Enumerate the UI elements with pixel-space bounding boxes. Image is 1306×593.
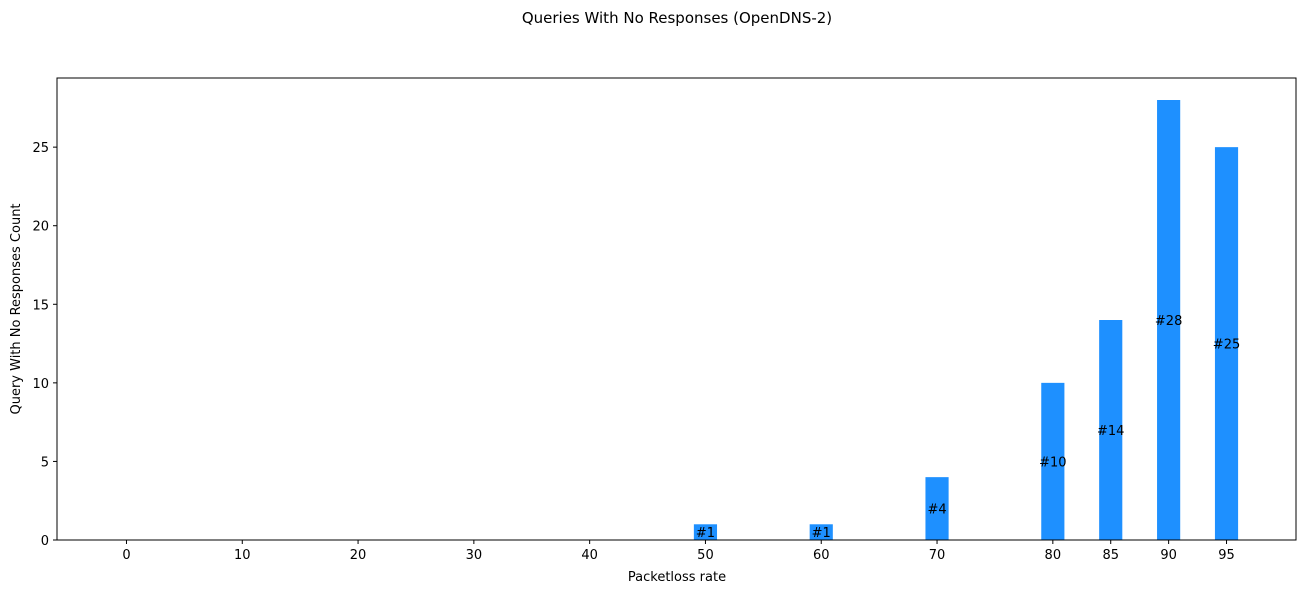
x-tick-label: 40 <box>581 548 598 563</box>
bar <box>925 477 949 540</box>
x-tick-label: 85 <box>1102 548 1119 563</box>
x-axis-ticks: 0 10 20 30 40 50 60 70 80 85 90 95 <box>122 540 1235 563</box>
bars-layer <box>693 100 1239 540</box>
y-axis-label: Query With No Responses Count <box>9 203 24 414</box>
x-axis-label: Packetloss rate <box>628 570 726 585</box>
bar-data-label: #4 <box>927 503 946 518</box>
bar <box>693 524 718 540</box>
bar-data-label: #28 <box>1155 314 1182 329</box>
y-tick-label: 20 <box>32 220 49 235</box>
x-tick-label: 70 <box>929 548 946 563</box>
y-tick-label: 15 <box>32 298 49 313</box>
x-tick-label: 30 <box>466 548 483 563</box>
bar <box>1041 382 1065 540</box>
x-tick-label: 10 <box>234 548 251 563</box>
bar <box>809 524 833 540</box>
y-tick-label: 5 <box>41 455 49 470</box>
bar <box>1099 320 1123 540</box>
bar-data-label: #1 <box>812 526 831 541</box>
bar <box>1157 100 1181 540</box>
bar-data-label: #10 <box>1039 455 1066 470</box>
bar-labels-layer: #1 #1 #4 #10 #14 #28 #25 <box>696 314 1240 541</box>
x-tick-label: 20 <box>350 548 367 563</box>
bar <box>1214 147 1239 540</box>
x-tick-label: 80 <box>1045 548 1062 563</box>
x-tick-label: 95 <box>1218 548 1235 563</box>
y-tick-label: 0 <box>41 534 49 549</box>
x-tick-label: 0 <box>122 548 130 563</box>
plot-area-frame <box>56 77 1297 541</box>
x-tick-label: 90 <box>1160 548 1177 563</box>
x-tick-label: 50 <box>697 548 714 563</box>
x-tick-label: 60 <box>813 548 830 563</box>
bar-data-label: #1 <box>696 526 715 541</box>
bar-data-label: #14 <box>1097 424 1124 439</box>
bar-data-label: #25 <box>1213 338 1240 353</box>
y-axis-ticks: 0 5 10 15 20 25 <box>32 141 57 549</box>
y-tick-label: 25 <box>32 141 49 156</box>
chart-title: Queries With No Responses (OpenDNS-2) <box>522 9 832 27</box>
y-tick-label: 10 <box>32 377 49 392</box>
